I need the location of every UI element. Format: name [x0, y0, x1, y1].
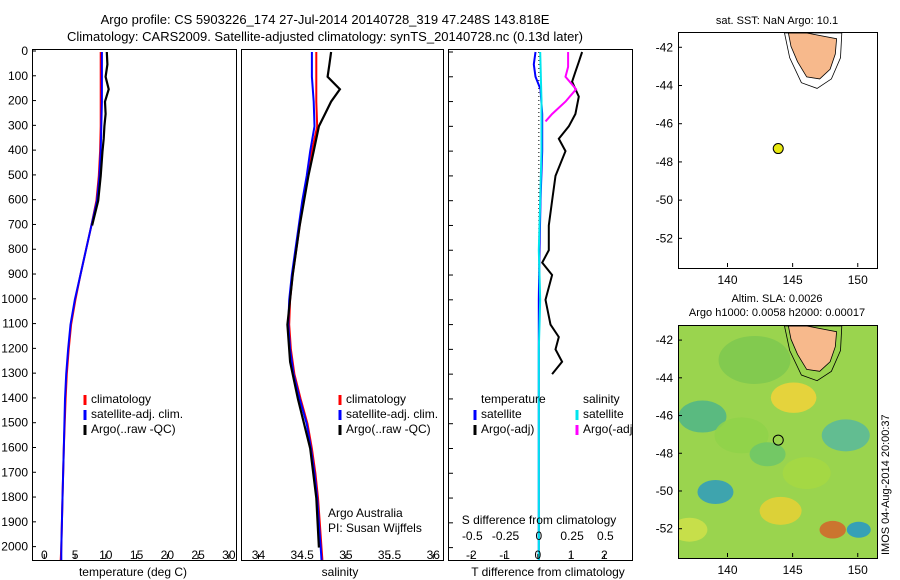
series-line-satellite-adj-clim-	[60, 52, 103, 560]
figure-title-line1: Argo profile: CS 5903226_174 27-Jul-2014…	[100, 12, 550, 27]
sst-map	[678, 32, 878, 269]
map-ytick-label: -52	[656, 231, 674, 245]
salinity-annotation: PI: Susan Wijffels	[328, 521, 422, 535]
sla-anomaly-patch	[697, 479, 734, 504]
argo-float-position	[772, 143, 784, 155]
salinity-legend-label: climatology	[346, 392, 406, 406]
sla-anomaly-patch	[718, 335, 791, 384]
map-ytick-label: -46	[656, 117, 674, 131]
sla-map-title: Altim. SLA: 0.0026	[731, 293, 822, 305]
sdiff-tick-label: 0.5	[597, 529, 614, 543]
difference-plot: S difference from climatology -0.5 -0.25 0 0…	[448, 49, 633, 561]
diff-right-legend-label: Argo(-adj)	[583, 422, 633, 436]
temperature-xlabel: temperature (deg C)	[79, 565, 187, 579]
series-line-argo-raw-qc-	[91, 51, 110, 226]
sla-map-subtitle: Argo h1000: 0.0058 h2000: 0.00017	[689, 307, 865, 319]
shelf-contour	[784, 326, 843, 382]
argo-float-position	[772, 434, 784, 446]
map-xtick-label: 140	[717, 273, 737, 287]
depth-ytick-label: 1000	[1, 292, 28, 306]
sdiff-tick-label: -0.25	[492, 529, 520, 543]
sla-anomaly-patch	[759, 496, 802, 525]
map-ytick-label: -48	[656, 446, 674, 460]
map-xtick-label: 150	[848, 273, 868, 287]
depth-ytick-label: 200	[8, 94, 28, 108]
depth-ytick-label: 1900	[1, 515, 28, 529]
depth-ytick-label: 2000	[1, 540, 28, 554]
diff-series-line	[544, 52, 578, 123]
sla-anomaly-patch	[679, 400, 727, 433]
series-line-argo-raw-qc-	[286, 51, 342, 548]
depth-ytick-label: 700	[8, 217, 28, 231]
sla-anomaly-patch	[749, 442, 786, 467]
temperature-legend-label: Argo(..raw -QC)	[91, 422, 176, 436]
map-ytick-label: -46	[656, 409, 674, 423]
diff-series-line	[537, 51, 543, 560]
sla-anomaly-patch	[821, 419, 870, 452]
map-xtick-label: 150	[848, 563, 868, 577]
imos-timestamp: IMOS 04-Aug-2014 20:00:37	[880, 414, 892, 555]
diff-legend-left-title: temperature	[481, 392, 546, 406]
depth-ytick-label: 1600	[1, 440, 28, 454]
depth-ytick-label: 100	[8, 69, 28, 83]
map-ytick-label: -48	[656, 155, 674, 169]
figure-title-line2: Climatology: CARS2009. Satellite-adjuste…	[67, 29, 583, 44]
sdiff-label: S difference from climatology	[462, 513, 617, 527]
map-xtick-label: 145	[783, 563, 803, 577]
tasmania-land	[787, 326, 838, 372]
depth-ytick-label: 1800	[1, 490, 28, 504]
depth-ytick-label: 500	[8, 168, 28, 182]
salinity-legend-label: satellite-adj. clim.	[346, 407, 438, 421]
map-xtick-label: 140	[717, 563, 737, 577]
depth-ytick-label: 1300	[1, 366, 28, 380]
sst-map-title: sat. SST: NaN Argo: 10.1	[716, 15, 838, 27]
sdiff-tick-label: 0	[535, 529, 542, 543]
shelf-contour	[784, 33, 843, 89]
salinity-xlabel: salinity	[322, 565, 359, 579]
depth-ytick-label: 0	[21, 44, 28, 58]
temperature-legend-label: climatology	[91, 392, 151, 406]
sdiff-tick-label: 0.25	[560, 529, 584, 543]
diff-left-legend-label: satellite	[481, 407, 522, 421]
sla-anomaly-patch	[819, 520, 846, 539]
depth-ytick-label: 600	[8, 193, 28, 207]
map-ytick-label: -44	[656, 78, 674, 92]
tasmania-land	[787, 33, 838, 80]
map-xtick-label: 145	[783, 273, 803, 287]
sla-anomaly-patch	[770, 382, 817, 413]
depth-ytick-label: 400	[8, 143, 28, 157]
sla-anomaly-patch	[679, 517, 708, 542]
map-ytick-label: -42	[656, 333, 674, 347]
depth-ytick-label: 1200	[1, 341, 28, 355]
depth-ytick-label: 1500	[1, 416, 28, 430]
depth-ytick-label: 1700	[1, 465, 28, 479]
map-ytick-label: -50	[656, 193, 674, 207]
sla-anomaly-patch	[782, 457, 831, 490]
diff-right-legend-label: satellite	[583, 407, 624, 421]
series-line-climatology	[59, 52, 102, 560]
salinity-legend-label: Argo(..raw -QC)	[346, 422, 431, 436]
sla-anomaly-patch	[714, 417, 769, 454]
sla-map	[678, 325, 878, 559]
tdiff-xlabel: T difference from climatology	[471, 565, 625, 579]
depth-ytick-label: 1400	[1, 391, 28, 405]
diff-legend-right-title: salinity	[583, 392, 620, 406]
map-ytick-label: -50	[656, 484, 674, 498]
depth-ytick-label: 800	[8, 242, 28, 256]
sdiff-tick-label: -0.5	[462, 529, 483, 543]
depth-ytick-label: 1100	[2, 317, 28, 331]
map-ytick-label: -44	[656, 371, 674, 385]
diff-left-legend-label: Argo(-adj)	[481, 422, 534, 436]
depth-ytick-label: 300	[8, 118, 28, 132]
diff-series-line	[541, 51, 584, 375]
salinity-annotation: Argo Australia	[328, 506, 403, 520]
map-ytick-label: -52	[656, 522, 674, 536]
map-ytick-label: -42	[656, 40, 674, 54]
sla-anomaly-patch	[846, 521, 871, 538]
temperature-legend-label: satellite-adj. clim.	[91, 407, 183, 421]
depth-ytick-label: 900	[8, 267, 28, 281]
